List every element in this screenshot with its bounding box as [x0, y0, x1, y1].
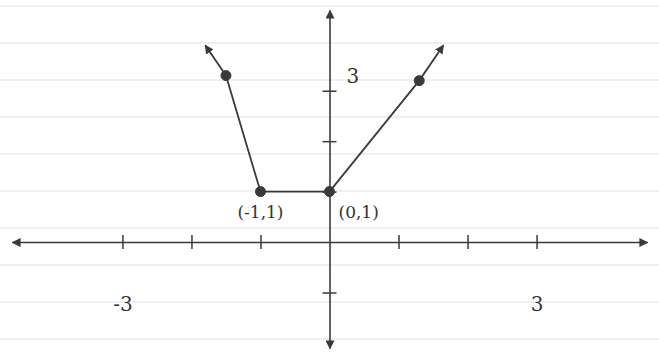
- tick-mark: [122, 235, 124, 249]
- tick-mark: [323, 90, 337, 92]
- tick-mark: [323, 292, 337, 294]
- tick: [399, 235, 400, 249]
- tick-mark: [467, 235, 469, 249]
- annotation: (0,1): [339, 202, 379, 222]
- point: [414, 76, 424, 86]
- tick: 3: [323, 64, 360, 91]
- tick-mark: [191, 235, 193, 249]
- tick-mark: [536, 235, 538, 249]
- tick: [191, 235, 192, 249]
- tick-mark: [323, 141, 337, 143]
- point: [255, 187, 265, 197]
- tick-mark: [398, 235, 400, 249]
- annotation: (-1,1): [237, 202, 283, 222]
- tick-mark: [260, 235, 262, 249]
- point: [221, 71, 231, 81]
- axis-line: [329, 11, 331, 349]
- tick: [323, 141, 337, 142]
- tick: [323, 293, 337, 294]
- line: [205, 45, 443, 191]
- chart: -3 3 3 (-1,1) (0,1): [0, 0, 659, 358]
- point: [325, 187, 335, 197]
- y-axis: 3: [323, 11, 360, 349]
- tick-label: -3: [113, 292, 132, 316]
- tick: -3: [113, 235, 132, 316]
- tick: [260, 235, 261, 249]
- paper-line: [0, 6, 659, 7]
- tick-label: 3: [531, 292, 544, 316]
- tick: [468, 235, 469, 249]
- annotations: (-1,1) (0,1): [237, 202, 378, 222]
- tick: 3: [531, 235, 544, 316]
- plot-area: [205, 45, 443, 196]
- tick-label: 3: [347, 64, 360, 88]
